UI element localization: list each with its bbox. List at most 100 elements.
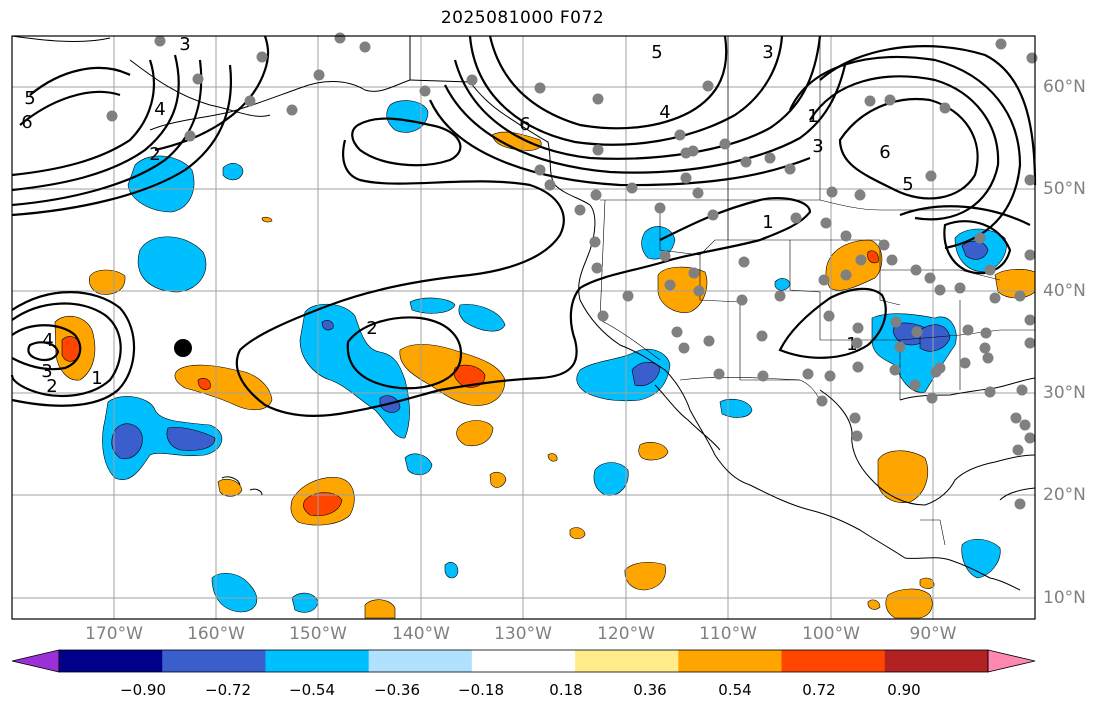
lon-label: 120°W [597,624,655,644]
colorbar-segment [162,650,266,672]
station-dot [1014,498,1026,510]
station-dot [818,274,830,286]
lon-label: 110°W [699,624,757,644]
station-dot [534,82,546,94]
station-dot [790,212,802,224]
station-dot [890,316,902,328]
station-dot [359,41,371,53]
orange-region [547,453,558,462]
station-dot [1016,384,1028,396]
lat-label: 40°N [1043,281,1086,301]
station-dot [824,370,836,382]
map-frame [11,35,1036,620]
station-dot [626,182,638,194]
station-dot [244,95,256,107]
station-dot [1026,52,1038,64]
lat-label: 30°N [1043,383,1086,403]
contour-label: 1 [762,212,773,233]
station-dot [852,361,864,373]
lon-label: 140°W [392,624,450,644]
station-dot [1014,290,1026,302]
station-dot [764,152,776,164]
station-dot [886,254,898,266]
station-dot [707,209,719,221]
station-dot [544,179,556,191]
lon-label: 150°W [289,624,347,644]
station-dot [313,69,325,81]
station-dot [802,368,814,380]
blue-region [386,100,429,133]
blue-region [111,423,143,460]
contour-label: 6 [879,142,890,163]
lat-label: 10°N [1043,588,1086,608]
contour-label: 3 [762,42,773,63]
blue-region [321,320,334,331]
contour-label: 4 [42,330,53,351]
station-dot [962,324,974,336]
blue-region [222,163,244,181]
lon-label: 130°W [494,624,552,644]
contour-label: 4 [154,99,165,120]
contour-label: 5 [24,88,35,109]
station-dot [622,290,634,302]
station-dot [154,35,166,47]
orange-region [624,561,666,591]
orange-region [456,420,494,447]
station-dot [816,395,828,407]
station-dot [1012,444,1024,456]
orange-region [919,577,935,589]
blue-region [593,462,629,496]
station-dot [1024,337,1036,349]
station-dot [1010,412,1022,424]
graticule [12,36,1035,619]
station-dot [674,129,686,141]
station-dot [894,341,906,353]
colorbar-segment [884,650,989,672]
station-dot [849,412,861,424]
colorbar-segment [575,650,679,672]
colorbar-tick-label: −0.54 [289,681,335,699]
station-dot [974,232,986,244]
station-dot [925,170,937,182]
station-dot [692,187,704,199]
station-dot [757,370,769,382]
contour-label: 1 [807,106,818,127]
station-dot [954,282,966,294]
contour-label: 3 [179,34,190,55]
station-dot [774,290,786,302]
station-dot [909,379,921,391]
station-dot [1024,314,1036,326]
station-dot [738,256,750,268]
station-dot [466,74,478,86]
colorbar-tick-label: −0.72 [205,681,251,699]
station-markers [106,32,1038,510]
map-title: 2025081000 F072 [440,8,605,28]
station-dot [820,217,832,229]
station-dot [939,102,951,114]
station-dot [702,80,714,92]
station-dot [984,386,996,398]
station-dot [823,310,835,322]
station-dot [286,104,298,116]
colorbar [11,649,1036,673]
colorbar-segment [678,650,783,672]
orange-region [491,131,542,151]
blue-region [458,304,506,332]
orange-region [569,527,586,540]
station-dot [713,368,725,380]
lat-label: 20°N [1043,485,1086,505]
station-dot [106,110,118,122]
orange-region [364,599,396,619]
lon-label: 170°W [85,624,143,644]
blue-region [631,361,661,387]
colorbar-tick-label: 0.90 [887,681,921,699]
station-dot [590,189,602,201]
blue-region [291,592,319,613]
station-dot [419,85,431,97]
station-dot [840,269,852,281]
station-dot [864,95,876,107]
station-dot [678,342,690,354]
station-dot [589,236,601,248]
colorbar-segment [368,650,473,672]
colorbar-segment [59,650,163,672]
